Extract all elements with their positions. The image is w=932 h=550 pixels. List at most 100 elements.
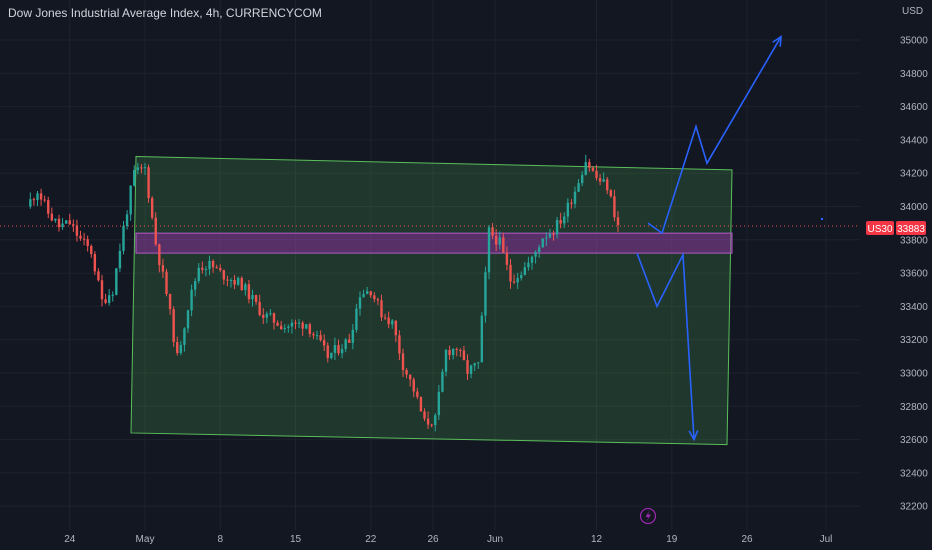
y-tick-label: 32600 <box>900 435 928 446</box>
candle-body <box>355 308 358 330</box>
candle-body <box>172 309 175 343</box>
lightning-icon[interactable] <box>639 507 657 525</box>
candle-body <box>469 365 473 374</box>
candle-body <box>68 220 71 225</box>
candle-body <box>247 284 251 300</box>
candle-body <box>150 198 154 218</box>
candle-body <box>193 280 197 290</box>
candle-body <box>419 396 423 412</box>
candle-body <box>477 362 480 364</box>
candle-body <box>294 322 297 324</box>
candle-body <box>287 326 290 328</box>
candle-body <box>484 272 487 316</box>
candle-body <box>555 220 559 235</box>
candle-body <box>276 322 279 326</box>
candle-body <box>563 216 566 224</box>
candle-body <box>451 348 455 356</box>
y-tick-label: 32200 <box>900 502 928 513</box>
candle-body <box>502 237 505 253</box>
candle-body <box>111 294 114 296</box>
candle-body <box>344 339 347 350</box>
x-tick-label: 26 <box>427 534 439 545</box>
candle-body <box>498 237 501 245</box>
price-tag-box <box>896 221 926 235</box>
candle-body <box>305 324 308 329</box>
candle-body <box>512 281 516 283</box>
bearish-arrow-head <box>688 430 699 442</box>
candle-body <box>140 167 143 169</box>
candle-body <box>516 278 519 283</box>
candle-body <box>229 279 233 281</box>
candle-body <box>373 295 376 300</box>
candle-body <box>312 333 315 336</box>
candle-body <box>595 170 598 179</box>
candle-body <box>548 233 552 238</box>
candle-body <box>75 225 79 236</box>
candle-body <box>315 335 319 337</box>
candle-body <box>104 299 107 303</box>
x-tick-label: 24 <box>64 534 76 545</box>
candle-body <box>398 335 401 354</box>
candle-body <box>240 277 243 291</box>
candle-body <box>473 363 476 366</box>
candle-body <box>186 310 190 329</box>
candle-body <box>90 245 93 255</box>
candle-body <box>577 183 580 192</box>
candle-body <box>459 349 462 351</box>
candle-body <box>258 301 261 315</box>
last-price-tag: US30 33883 <box>866 221 926 235</box>
candle-body <box>215 267 218 269</box>
candle-body <box>244 284 247 291</box>
candle-body <box>333 345 337 353</box>
price-axis[interactable]: 35000 34800 34600 34400 34200 34000 33800 33600… <box>900 36 928 513</box>
time-axis[interactable]: 24 May 8 15 22 26 Jun 12 19 26 Jul <box>64 534 832 545</box>
candle-body <box>54 218 57 221</box>
candle-body <box>136 167 140 171</box>
candle-body <box>455 348 458 350</box>
x-tick-label: Jul <box>820 534 833 545</box>
candle-body <box>426 418 430 425</box>
candle-body <box>233 279 236 285</box>
candle-body <box>480 315 484 363</box>
projection-layer <box>636 35 824 442</box>
candle-body <box>204 269 208 271</box>
candle-body <box>588 162 591 168</box>
candle-body <box>118 250 122 269</box>
candle-body <box>161 265 165 272</box>
x-tick-label: Jun <box>487 534 503 545</box>
candle-body <box>222 270 226 280</box>
candle-body <box>448 349 451 356</box>
candle-body <box>376 299 380 301</box>
y-tick-label: 33400 <box>900 302 928 313</box>
candle-body <box>387 317 390 325</box>
candle-body <box>47 200 50 214</box>
candle-body <box>86 239 89 246</box>
symbol-tag-box <box>866 221 894 235</box>
candle-body <box>609 190 613 197</box>
candle-body <box>606 179 609 191</box>
candle-body <box>545 237 548 239</box>
candle-body <box>383 317 387 319</box>
candle-body <box>32 199 36 201</box>
candle-body <box>394 320 398 336</box>
candle-body <box>133 170 136 186</box>
candle-body <box>462 350 466 361</box>
candle-body <box>380 300 383 318</box>
candle-body <box>236 277 240 285</box>
x-tick-label: 19 <box>666 534 678 545</box>
candle-body <box>351 329 355 343</box>
candle-body <box>179 344 183 354</box>
candle-body <box>434 415 437 426</box>
candle-body <box>64 220 68 224</box>
candle-body <box>591 167 595 171</box>
bearish-scenario-path <box>636 251 695 440</box>
channel-layer <box>0 156 860 446</box>
candle-body <box>208 260 211 270</box>
candle-body <box>183 328 186 345</box>
candle-body <box>79 235 82 239</box>
candle-body <box>430 424 433 426</box>
candle-body <box>412 379 415 392</box>
symbol-tag-label: US30 <box>867 224 892 235</box>
